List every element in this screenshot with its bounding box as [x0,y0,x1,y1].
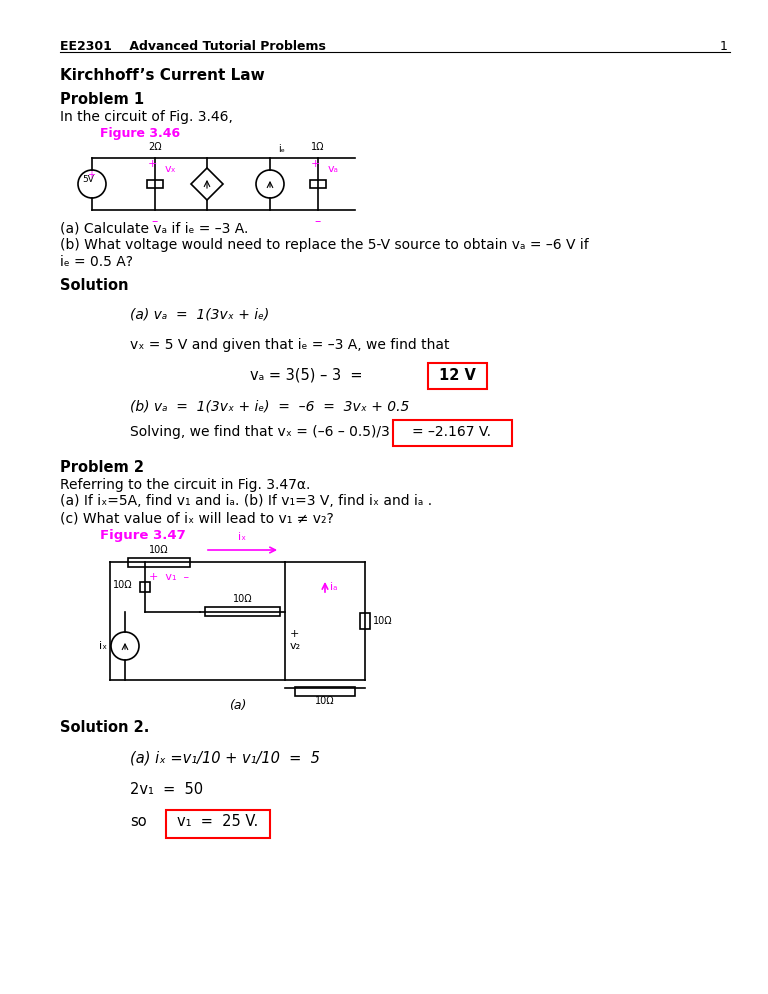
Text: 5V: 5V [82,176,94,185]
Text: iₑ: iₑ [278,144,285,154]
FancyBboxPatch shape [310,180,326,188]
Text: vₐ: vₐ [328,164,339,174]
Text: Figure 3.47: Figure 3.47 [100,530,186,543]
Text: vₓ = 5 V and given that iₑ = –3 A, we find that: vₓ = 5 V and given that iₑ = –3 A, we fi… [130,338,449,352]
Text: iₑ = 0.5 A?: iₑ = 0.5 A? [60,255,133,269]
Text: +  v₁  –: + v₁ – [149,572,189,582]
Text: Referring to the circuit in Fig. 3.47α.: Referring to the circuit in Fig. 3.47α. [60,478,310,492]
Text: Solving, we find that vₓ = (–6 – 0.5)/3: Solving, we find that vₓ = (–6 – 0.5)/3 [130,425,399,439]
Text: Problem 2: Problem 2 [60,460,144,475]
Text: iₐ: iₐ [330,582,337,592]
Text: 10Ω: 10Ω [373,616,392,626]
FancyBboxPatch shape [360,613,370,629]
FancyBboxPatch shape [205,607,280,616]
Text: v₂: v₂ [290,641,301,651]
Text: (a) Calculate vₐ if iₑ = –3 A.: (a) Calculate vₐ if iₑ = –3 A. [60,221,248,235]
Text: 2v₁  =  50: 2v₁ = 50 [130,782,203,797]
Text: (b) vₐ  =  1(3vₓ + iₑ)  =  –6  =  3vₓ + 0.5: (b) vₐ = 1(3vₓ + iₑ) = –6 = 3vₓ + 0.5 [130,400,409,414]
Text: 10Ω: 10Ω [315,696,335,706]
Text: (a) If iₓ=5A, find v₁ and iₐ. (b) If v₁=3 V, find iₓ and iₐ .: (a) If iₓ=5A, find v₁ and iₐ. (b) If v₁=… [60,494,432,508]
FancyBboxPatch shape [147,180,163,188]
Text: +: + [310,159,319,169]
Text: +: + [147,159,157,169]
Text: = –2.167 V.: = –2.167 V. [412,425,492,439]
FancyBboxPatch shape [295,687,355,696]
Text: –: – [152,215,158,228]
Text: vₓ: vₓ [165,164,177,174]
Text: Kirchhoff’s Current Law: Kirchhoff’s Current Law [60,69,265,83]
Text: v₁  =  25 V.: v₁ = 25 V. [177,814,259,830]
Text: +: + [87,170,95,180]
Text: 1: 1 [720,40,728,53]
Text: (a) vₐ  =  1(3vₓ + iₑ): (a) vₐ = 1(3vₓ + iₑ) [130,308,270,322]
Text: Problem 1: Problem 1 [60,92,144,107]
Text: 1Ω: 1Ω [311,142,325,152]
Text: EE2301    Advanced Tutorial Problems: EE2301 Advanced Tutorial Problems [60,40,326,53]
FancyBboxPatch shape [140,582,150,592]
Text: +: + [290,629,300,639]
FancyBboxPatch shape [166,810,270,838]
Text: vₐ = 3(5) – 3  =: vₐ = 3(5) – 3 = [250,368,367,383]
Text: (a) iₓ =v₁/10 + v₁/10  =  5: (a) iₓ =v₁/10 + v₁/10 = 5 [130,750,320,765]
FancyBboxPatch shape [393,420,512,446]
Text: In the circuit of Fig. 3.46,: In the circuit of Fig. 3.46, [60,110,233,124]
Text: 2Ω: 2Ω [148,142,162,152]
Text: 10Ω: 10Ω [149,545,169,555]
Text: (a): (a) [229,699,247,712]
Text: iₓ: iₓ [238,532,247,542]
Text: (c) What value of iₓ will lead to v₁ ≠ v₂?: (c) What value of iₓ will lead to v₁ ≠ v… [60,511,334,525]
Text: –: – [315,215,321,228]
Polygon shape [191,168,223,200]
FancyBboxPatch shape [128,558,190,567]
Text: 12 V: 12 V [439,368,475,383]
FancyBboxPatch shape [428,363,487,389]
Text: Figure 3.46: Figure 3.46 [100,126,180,139]
Text: iₓ: iₓ [99,641,107,651]
Text: 10Ω: 10Ω [114,580,133,590]
Text: Solution 2.: Solution 2. [60,721,149,736]
Text: Solution: Solution [60,277,128,292]
Text: 10Ω: 10Ω [233,594,253,604]
Text: (b) What voltage would need to replace the 5-V source to obtain vₐ = –6 V if: (b) What voltage would need to replace t… [60,238,589,252]
Text: so: so [130,814,147,830]
